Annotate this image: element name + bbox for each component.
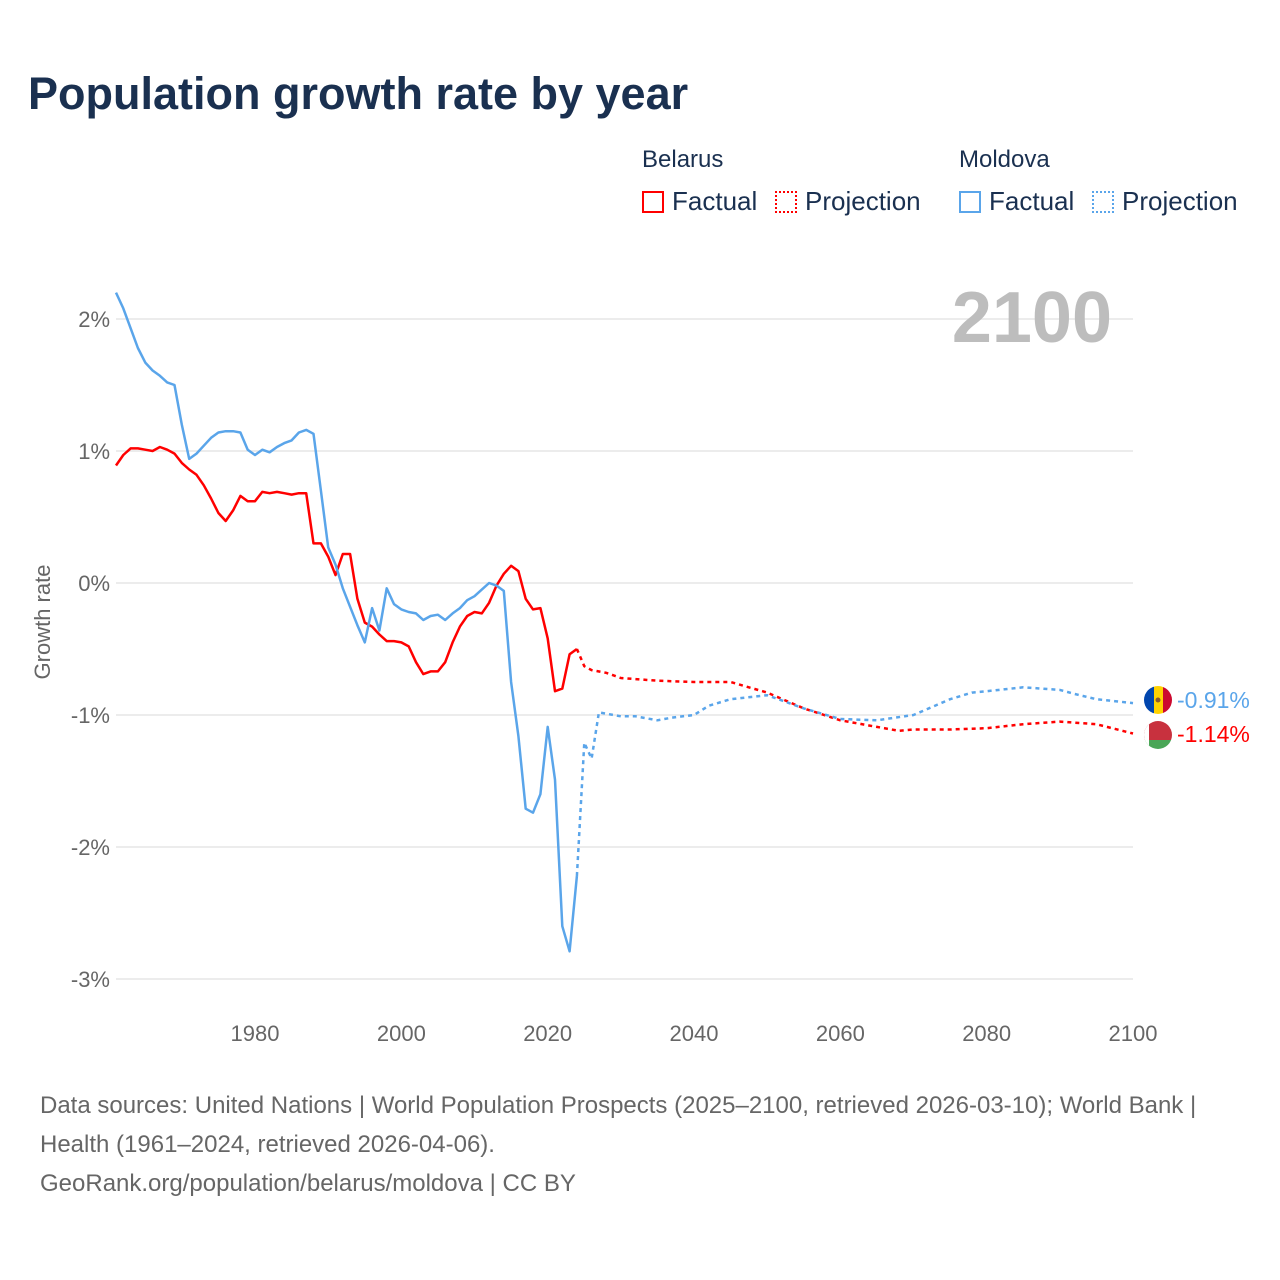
legend-label: Factual xyxy=(989,186,1075,216)
y-tick-label: 0% xyxy=(78,571,110,596)
legend-label: Factual xyxy=(672,186,758,216)
y-tick-label: 2% xyxy=(78,307,110,332)
legend-moldova-projection[interactable]: Projection xyxy=(1092,186,1238,217)
series-line-moldova-projection xyxy=(575,686,1134,877)
footer: Data sources: United Nations | World Pop… xyxy=(40,1086,1240,1203)
plot-area: 2% 1% 0% -1% -2% -3% 1980 2000 2020 2040 2060 2080 2… xyxy=(30,278,1250,1046)
legend-swatch-dotted xyxy=(1092,190,1114,213)
x-tick-label: 2080 xyxy=(962,1021,1011,1046)
x-tick-label: 2100 xyxy=(1109,1021,1158,1046)
series-line-moldova-factual xyxy=(114,292,579,953)
belarus-end-label: -1.14% xyxy=(1177,721,1250,747)
y-tick-label: -2% xyxy=(71,835,110,860)
y-tick-label: -1% xyxy=(71,703,110,728)
series-line-belarus-projection xyxy=(575,648,1134,735)
legend-swatch-dotted xyxy=(775,190,797,213)
credit-link[interactable]: GeoRank.org/population/belarus/moldova |… xyxy=(40,1170,576,1197)
legend-swatch-solid xyxy=(959,190,981,213)
data-sources: Data sources: United Nations | World Pop… xyxy=(40,1092,1197,1158)
legend-label: Projection xyxy=(1122,186,1238,216)
legend-belarus-factual[interactable]: Factual xyxy=(642,186,757,217)
x-tick-label: 2020 xyxy=(523,1021,572,1046)
moldova-end-label: -0.91% xyxy=(1177,687,1250,713)
belarus-flag-icon xyxy=(1144,721,1172,749)
series-line-belarus-factual xyxy=(114,445,578,693)
x-tick-label: 2040 xyxy=(670,1021,719,1046)
moldova-flag-icon xyxy=(1144,686,1172,714)
y-axis-label: Growth rate xyxy=(30,565,55,680)
legend-belarus-projection[interactable]: Projection xyxy=(775,186,921,217)
chart-title: Population growth rate by year xyxy=(28,68,689,119)
legend-swatch-solid xyxy=(642,190,664,213)
y-tick-label: 1% xyxy=(78,439,110,464)
x-tick-label: 2000 xyxy=(377,1021,426,1046)
year-watermark: 2100 xyxy=(952,278,1112,358)
y-tick-label: -3% xyxy=(71,967,110,992)
legend-group-belarus: Belarus xyxy=(642,146,724,173)
legend-group-moldova: Moldova xyxy=(959,146,1050,173)
legend-moldova-factual[interactable]: Factual xyxy=(959,186,1074,217)
x-tick-label: 2060 xyxy=(816,1021,865,1046)
x-tick-label: 1980 xyxy=(231,1021,280,1046)
legend-label: Projection xyxy=(805,186,921,216)
